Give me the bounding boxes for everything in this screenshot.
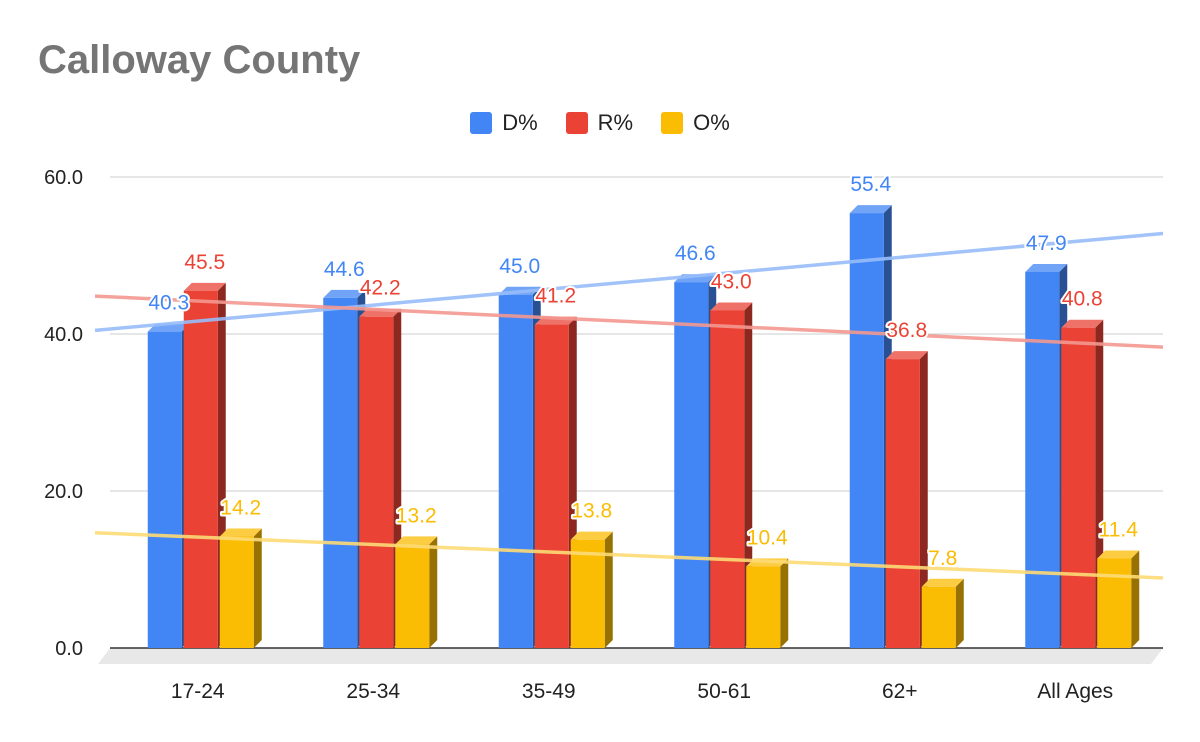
x-tick-label: 17-24 (171, 680, 225, 703)
bar-side (429, 536, 438, 648)
y-tick-label: 60.0 (44, 167, 83, 189)
data-label: 11.4 (1099, 519, 1139, 542)
bar-o-50-61 (746, 566, 781, 648)
data-label: 45.0 (499, 255, 540, 278)
y-tick-label: 40.0 (44, 324, 83, 346)
legend-label-o: O% (693, 110, 730, 135)
data-label: 44.6 (324, 258, 365, 281)
bar-o-35-49 (570, 539, 605, 648)
data-label: 7.8 (928, 547, 957, 570)
bar-d-all-ages (1025, 271, 1060, 648)
bar-top (183, 282, 226, 291)
data-label: 40.8 (1062, 288, 1103, 311)
bar-top (570, 531, 613, 540)
chart-floor (98, 648, 1163, 664)
x-tick-label: 25-34 (346, 680, 400, 703)
bar-d-35-49 (498, 294, 533, 648)
bar-r-17-24 (183, 290, 218, 648)
trendline-r (94, 294, 1164, 349)
bar-top (849, 205, 892, 214)
legend-label-d: D% (502, 110, 538, 135)
bar-side (780, 558, 789, 648)
data-label: 45.5 (184, 251, 225, 274)
data-label: 46.6 (675, 242, 716, 265)
bar-top (323, 289, 366, 298)
legend-swatch-d (470, 112, 493, 134)
bar-d-62+ (849, 213, 884, 649)
x-tick-label: 62+ (882, 680, 918, 703)
data-label: 55.4 (850, 173, 891, 196)
data-label: 14.2 (220, 497, 261, 520)
bar-side (604, 531, 613, 648)
bar-o-62+ (921, 586, 956, 648)
bar-r-25-34 (359, 316, 394, 648)
bar-d-17-24 (147, 331, 182, 648)
x-tick-label: All Ages (1037, 680, 1113, 703)
x-tick-label: 50-61 (697, 680, 751, 703)
legend-label-r: R% (597, 110, 634, 135)
bar-top (885, 351, 928, 360)
bar-r-35-49 (534, 324, 569, 648)
legend-item-o[interactable]: O% (661, 110, 730, 136)
bar-r-62+ (885, 359, 920, 648)
legend-item-r[interactable]: R% (565, 110, 634, 136)
bar-d-25-34 (323, 297, 358, 648)
x-tick-label: 35-49 (522, 680, 576, 703)
bar-side (919, 351, 928, 648)
bar-o-all-ages (1097, 558, 1132, 648)
bar-o-17-24 (219, 536, 254, 648)
data-label: 41.2 (535, 285, 576, 308)
bar-side (253, 528, 262, 648)
bar-top (710, 302, 753, 311)
data-label: 13.8 (571, 500, 612, 523)
data-label: 47.9 (1026, 232, 1067, 255)
bar-o-25-34 (395, 544, 430, 648)
data-label: 13.2 (396, 504, 437, 527)
y-tick-label: 0.0 (55, 638, 83, 660)
bar-side (1131, 550, 1140, 648)
data-label: 36.8 (886, 319, 927, 342)
chart-title: Calloway County (38, 38, 361, 82)
legend-swatch-r (565, 112, 588, 134)
trendline-o (94, 531, 1164, 580)
bar-top (1097, 550, 1140, 559)
data-label: 40.3 (148, 292, 189, 315)
legend: D% R% O% (0, 110, 1200, 136)
y-tick-label: 20.0 (44, 481, 83, 503)
bar-r-50-61 (710, 310, 745, 648)
bar-r-all-ages (1061, 327, 1096, 648)
bar-top (1025, 263, 1068, 272)
bar-d-50-61 (674, 282, 709, 648)
data-label: 43.0 (711, 270, 752, 293)
bar-top (219, 528, 262, 537)
bar-top (1061, 319, 1104, 328)
legend-swatch-o (661, 112, 684, 134)
bar-side (955, 578, 964, 648)
legend-item-d[interactable]: D% (470, 110, 538, 136)
trendline-d (94, 231, 1164, 333)
bar-top (921, 578, 964, 587)
data-label: 10.4 (747, 526, 788, 549)
bar-top (395, 536, 438, 545)
data-label: 42.2 (360, 277, 401, 300)
